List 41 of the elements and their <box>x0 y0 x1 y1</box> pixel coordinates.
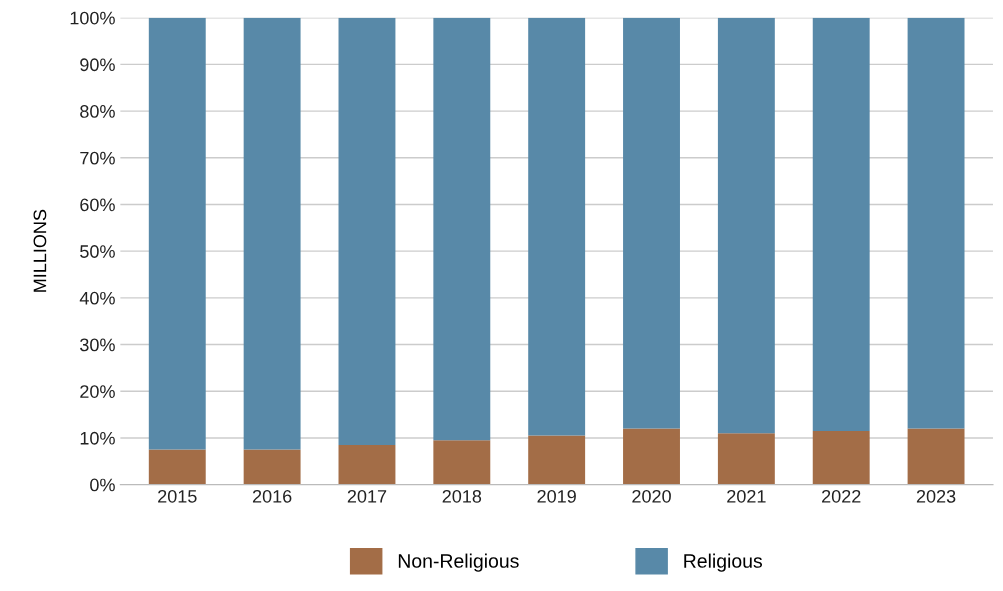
bar <box>812 430 870 485</box>
x-tick-label: 2019 <box>537 489 576 503</box>
y-tick-label: 30% <box>80 338 115 352</box>
bar <box>243 449 301 485</box>
y-tick-label: 20% <box>80 385 115 398</box>
x-tick-label: 2022 <box>822 489 861 503</box>
bar <box>148 449 206 485</box>
y-tick-label: 50% <box>80 245 115 258</box>
bar <box>717 17 775 434</box>
y-tick-label: 80% <box>80 105 115 118</box>
y-tick-label: 0% <box>90 478 115 492</box>
x-tick-label: 2015 <box>158 489 197 503</box>
x-tick-label: 2018 <box>442 489 482 503</box>
bar <box>338 17 396 445</box>
x-tick-label: 2023 <box>916 489 956 503</box>
y-tick-label: 60% <box>80 198 115 212</box>
x-tick-label: 2017 <box>347 489 387 503</box>
bar <box>243 17 301 450</box>
bar <box>148 17 206 450</box>
y-tick-label: 10% <box>80 431 115 445</box>
y-axis-title: MILLIONS <box>33 209 47 292</box>
y-tick-label: 70% <box>80 151 115 165</box>
y-tick-label: 90% <box>80 58 115 72</box>
bar <box>528 435 586 485</box>
bar <box>528 17 586 436</box>
bar <box>338 444 396 485</box>
legend-label: Non-Religious <box>398 553 519 572</box>
x-tick-label: 2016 <box>252 489 292 503</box>
bar <box>907 17 965 429</box>
legend-label: Religious <box>684 553 763 572</box>
y-tick-label: 40% <box>79 291 115 305</box>
bar <box>907 428 965 485</box>
bar <box>433 17 491 441</box>
x-tick-label: 2021 <box>727 489 766 503</box>
bar <box>717 433 775 485</box>
bar <box>433 440 491 485</box>
bar <box>623 17 680 429</box>
bar <box>623 428 680 485</box>
bar <box>812 17 870 431</box>
x-tick-label: 2020 <box>632 489 671 503</box>
y-tick-label: 100% <box>70 11 115 25</box>
